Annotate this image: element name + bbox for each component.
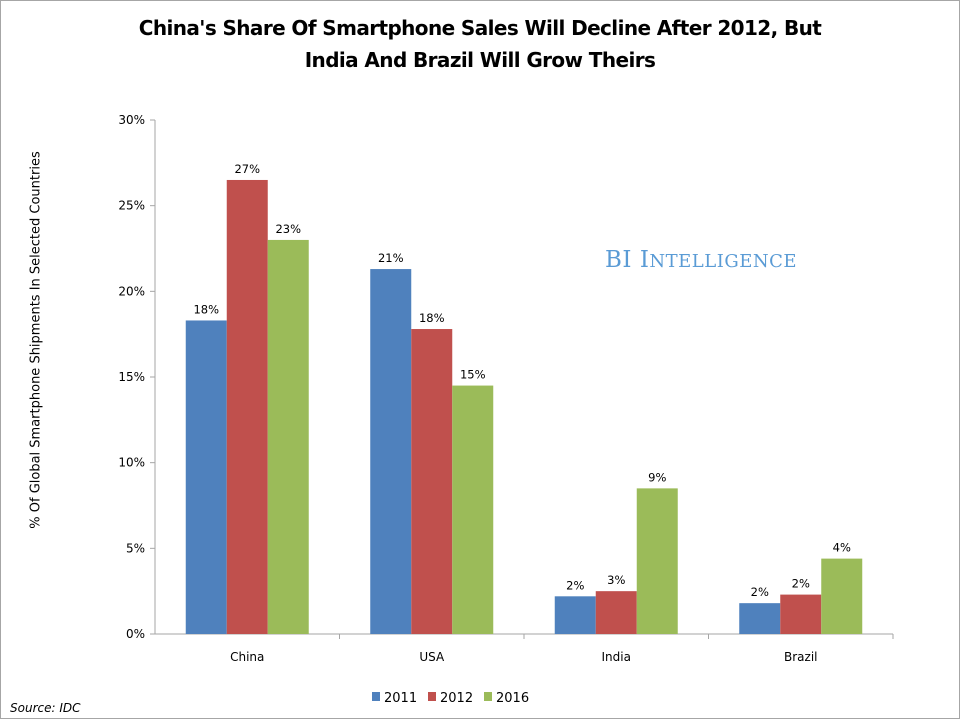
legend-label: 2016: [496, 691, 529, 706]
legend-swatch: [372, 692, 380, 701]
bar-2011-india: [554, 596, 596, 634]
data-label: 2%: [751, 585, 769, 599]
legend-label: 2012: [440, 691, 473, 706]
legend: 2011 2012 2016: [372, 691, 529, 706]
data-label: 23%: [275, 222, 301, 236]
y-tick-label: 30%: [118, 113, 145, 127]
bar-2016-usa: [452, 385, 494, 634]
legend-swatch: [428, 692, 436, 701]
y-tick-label: 10%: [118, 456, 145, 470]
bar-2012-brazil: [780, 594, 822, 634]
data-label: 2%: [792, 577, 810, 591]
data-label: 18%: [193, 302, 219, 316]
bar-2011-usa: [370, 269, 412, 634]
bar-2016-india: [636, 488, 678, 634]
data-label: 15%: [460, 368, 486, 382]
bi-intelligence-logo: BI INTELLIGENCE: [605, 247, 797, 273]
data-label: 27%: [234, 162, 260, 176]
legend-item-2016: 2016: [484, 691, 529, 706]
data-label: 18%: [419, 311, 445, 325]
bar-2016-china: [267, 239, 309, 634]
legend-swatch: [484, 692, 492, 701]
data-label: 2%: [566, 578, 584, 592]
x-tick-label: China: [230, 650, 264, 664]
data-label: 9%: [648, 470, 666, 484]
x-tick-label: USA: [419, 650, 445, 664]
data-label: 3%: [607, 573, 625, 587]
source-note: Source: IDC: [10, 701, 81, 715]
bar-2012-china: [226, 179, 268, 634]
logo-first-letter: I: [639, 247, 650, 273]
chart-title: China's Share Of Smartphone Sales Will D…: [0, 12, 960, 76]
bar-2011-china: [185, 320, 227, 634]
data-label: 4%: [833, 541, 851, 555]
logo-rest: NTELLIGENCE: [649, 251, 797, 272]
data-label: 21%: [378, 251, 404, 265]
bar-2016-brazil: [821, 558, 863, 634]
y-tick-label: 5%: [126, 541, 145, 555]
y-tick-label: 25%: [118, 199, 145, 213]
logo-prefix: BI: [605, 247, 632, 273]
chart-title-line-1: China's Share Of Smartphone Sales Will D…: [138, 16, 822, 40]
bar-2011-brazil: [739, 603, 781, 634]
x-tick-label: Brazil: [784, 650, 818, 664]
chart-title-line-2: India And Brazil Will Grow Theirs: [304, 48, 656, 72]
bar-2012-usa: [411, 329, 453, 634]
legend-label: 2011: [384, 691, 417, 706]
y-tick-label: 0%: [126, 627, 145, 641]
x-tick-label: India: [602, 650, 631, 664]
legend-item-2011: 2011: [372, 691, 417, 706]
y-tick-label: 15%: [118, 370, 145, 384]
y-tick-label: 20%: [118, 284, 145, 298]
bar-2012-india: [595, 591, 637, 634]
legend-item-2012: 2012: [428, 691, 473, 706]
